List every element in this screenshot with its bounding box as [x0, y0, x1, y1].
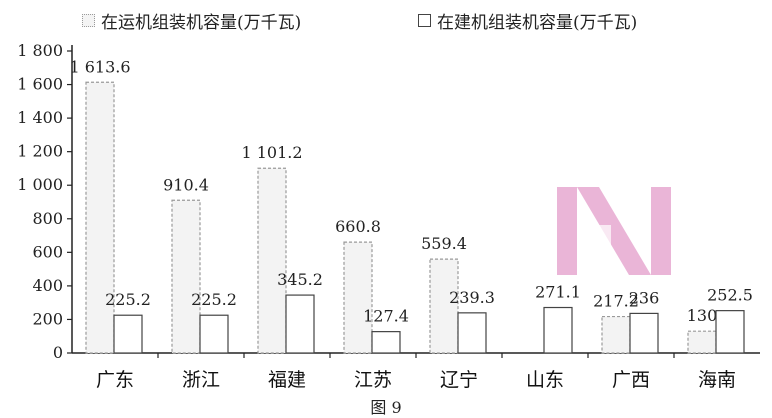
bar-building: [371, 331, 401, 354]
legend-item-running: 在运机组装机容量(万千瓦): [82, 8, 301, 33]
legend-item-building: 在建机组装机容量(万千瓦): [418, 8, 637, 33]
bar-running: [343, 241, 373, 354]
bar-running: [171, 199, 201, 354]
x-category-label: 浙江: [182, 369, 220, 391]
data-label: 1 613.6: [69, 57, 130, 76]
y-tick-label: 200: [32, 309, 63, 328]
bar-running: [85, 81, 115, 354]
data-label: 225.2: [105, 290, 151, 309]
y-tick-label: 1 800: [17, 41, 63, 60]
data-label: 559.4: [421, 234, 467, 253]
data-label: 130: [687, 306, 718, 325]
data-label: 910.4: [163, 175, 209, 194]
bar-running: [429, 258, 459, 354]
y-tick-label: 1 200: [17, 142, 63, 161]
x-category-label: 广东: [96, 369, 134, 391]
legend-swatch-building: [418, 14, 431, 27]
y-tick-label: 1 000: [17, 175, 63, 194]
x-category-label: 福建: [268, 369, 306, 391]
data-label: 217.2: [593, 292, 639, 311]
bar-running: [687, 330, 717, 354]
y-tick-label: 600: [32, 242, 63, 261]
bar-running: [257, 167, 287, 354]
bar-building: [285, 294, 315, 354]
x-category-label: 辽宁: [440, 369, 478, 391]
legend-label-building: 在建机组装机容量(万千瓦): [437, 13, 638, 33]
bar-building: [457, 312, 487, 354]
figure-caption: 图 9: [370, 398, 402, 417]
data-label: 271.1: [535, 283, 581, 302]
bar-building: [199, 314, 229, 354]
data-label: 225.2: [191, 290, 237, 309]
data-label: 252.5: [707, 286, 753, 305]
bar-building: [543, 306, 573, 354]
data-label: 127.4: [363, 307, 409, 326]
data-label: 236: [629, 288, 660, 307]
x-category-label: 江苏: [354, 369, 392, 391]
bar-running: [601, 315, 631, 354]
legend-label-running: 在运机组装机容量(万千瓦): [101, 13, 302, 33]
bar-building: [629, 312, 659, 354]
bar-building: [715, 310, 745, 354]
data-label: 239.3: [449, 288, 495, 307]
y-tick-label: 400: [32, 276, 63, 295]
y-tick-label: 800: [32, 209, 63, 228]
x-category-label: 海南: [698, 369, 736, 391]
x-category-label: 山东: [526, 369, 564, 391]
bar-building: [113, 314, 143, 354]
y-tick-label: 1 600: [17, 75, 63, 94]
legend-swatch-running: [82, 14, 95, 27]
x-category-label: 广西: [612, 369, 650, 391]
y-tick-label: 0: [53, 343, 63, 362]
data-label: 660.8: [335, 217, 381, 236]
data-label: 345.2: [277, 270, 323, 289]
data-label: 1 101.2: [241, 143, 302, 162]
y-tick-label: 1 400: [17, 108, 63, 127]
